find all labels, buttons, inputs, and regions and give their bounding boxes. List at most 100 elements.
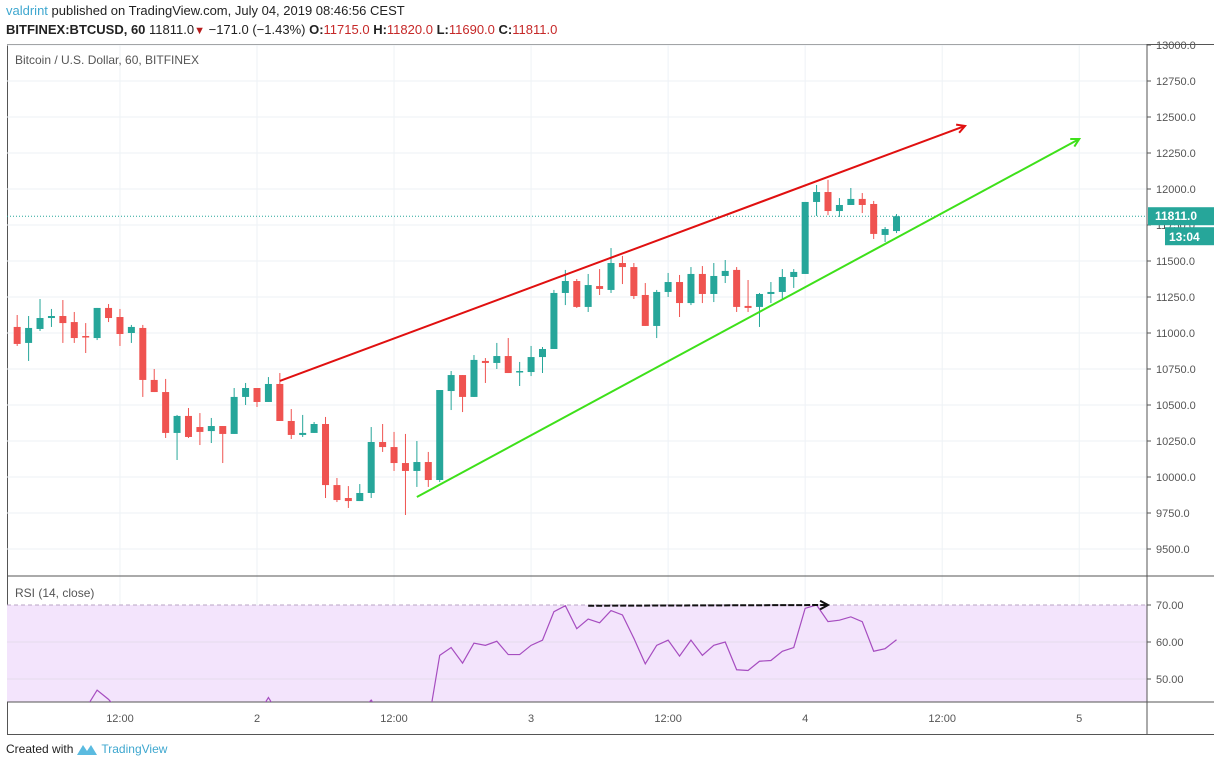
candle-body [390, 447, 398, 464]
candle-body [755, 293, 763, 307]
candle [801, 201, 809, 274]
candle [116, 308, 124, 346]
candle [767, 282, 775, 304]
candle-body [436, 390, 444, 481]
price-tick-label: 13000.0 [1156, 40, 1196, 52]
candle-body [527, 357, 535, 373]
candle-body [219, 426, 227, 434]
close-label: C: [498, 22, 513, 37]
candle-body [516, 371, 524, 373]
candle [196, 413, 204, 446]
candle-body [344, 498, 352, 502]
candle-body [721, 270, 729, 276]
price-tick-label: 11500.0 [1156, 256, 1195, 268]
candle [870, 200, 878, 239]
candle-body [596, 286, 604, 289]
high-value: 11820.0 [386, 22, 433, 37]
candle [36, 299, 44, 331]
candle [310, 421, 318, 433]
candle [401, 433, 409, 516]
candle-body [401, 463, 409, 471]
candle-body [447, 375, 455, 392]
candle-body [322, 424, 330, 486]
candle-body [230, 396, 238, 434]
candle [721, 259, 729, 284]
time-tick-label: 5 [1076, 713, 1082, 725]
price-tick-label: 10750.0 [1156, 364, 1196, 376]
candle-body [184, 415, 192, 437]
candle [824, 179, 832, 216]
price-tick-label: 10000.0 [1156, 472, 1196, 484]
candle-body [744, 305, 752, 308]
candle-body [618, 263, 626, 268]
candle-body [333, 485, 341, 501]
candle [881, 227, 889, 242]
time-tick-label: 12:00 [106, 713, 134, 725]
price-tick-label: 9750.0 [1156, 508, 1190, 520]
candle-body [767, 291, 775, 294]
candle [778, 269, 786, 300]
candle [344, 486, 352, 508]
price-tick-label: 12750.0 [1156, 76, 1196, 88]
candle [436, 390, 444, 483]
candle-body [847, 198, 855, 205]
candle-body [813, 192, 821, 202]
created-with-text: Created with [6, 742, 74, 756]
candle-body [858, 198, 866, 205]
close-value: 11811.0 [512, 22, 558, 37]
candle-body [824, 192, 832, 212]
down-arrow-icon: ▼ [194, 25, 205, 37]
candle-body [287, 420, 295, 435]
price-tick-label: 10500.0 [1156, 400, 1196, 412]
time-tick-label: 2 [254, 713, 260, 725]
candle [676, 274, 684, 318]
candle-body [801, 201, 809, 274]
candle-body [778, 276, 786, 292]
candle [813, 184, 821, 216]
candle [25, 316, 33, 361]
candle-body [173, 415, 181, 433]
candle-body [59, 316, 67, 324]
candle-body [870, 203, 878, 234]
candle-body [162, 392, 170, 433]
chart-title: Bitcoin / U.S. Dollar, 60, BITFINEX [15, 53, 200, 67]
candle-body [504, 356, 512, 374]
candle [367, 427, 375, 499]
candle [653, 289, 661, 339]
price-tick-label: 10250.0 [1156, 436, 1196, 448]
candle-body [561, 281, 569, 293]
candle [264, 377, 272, 402]
rsi-line [89, 604, 897, 702]
candle [333, 478, 341, 503]
low-value: 11690.0 [448, 22, 495, 37]
candle [253, 388, 261, 408]
candle [299, 414, 307, 437]
candle [70, 311, 78, 343]
candle [687, 267, 695, 306]
candle-body [607, 263, 615, 290]
candle-body [493, 356, 501, 363]
candle-body [653, 291, 661, 326]
candle [162, 378, 170, 438]
candle-body [424, 462, 432, 481]
candles [13, 179, 901, 516]
time-tick-label: 12:00 [654, 713, 682, 725]
candle-body [481, 360, 489, 363]
candle [93, 307, 101, 341]
candle [276, 373, 284, 421]
countdown-text: 13:04 [1169, 230, 1200, 244]
author-link[interactable]: valdrint [6, 3, 48, 18]
high-label: H: [373, 22, 387, 37]
candle [322, 416, 330, 499]
rsi-title: RSI (14, close) [15, 586, 95, 600]
candle [561, 269, 569, 306]
candle-body [584, 285, 592, 307]
upper-trendline-arrowhead [955, 123, 967, 134]
time-tick-label: 4 [802, 713, 808, 725]
candle [641, 283, 649, 326]
rsi-tick-label: 60.00 [1156, 637, 1184, 649]
tradingview-brand[interactable]: TradingView [101, 742, 168, 756]
candle [459, 375, 467, 413]
candle-body [105, 307, 113, 319]
